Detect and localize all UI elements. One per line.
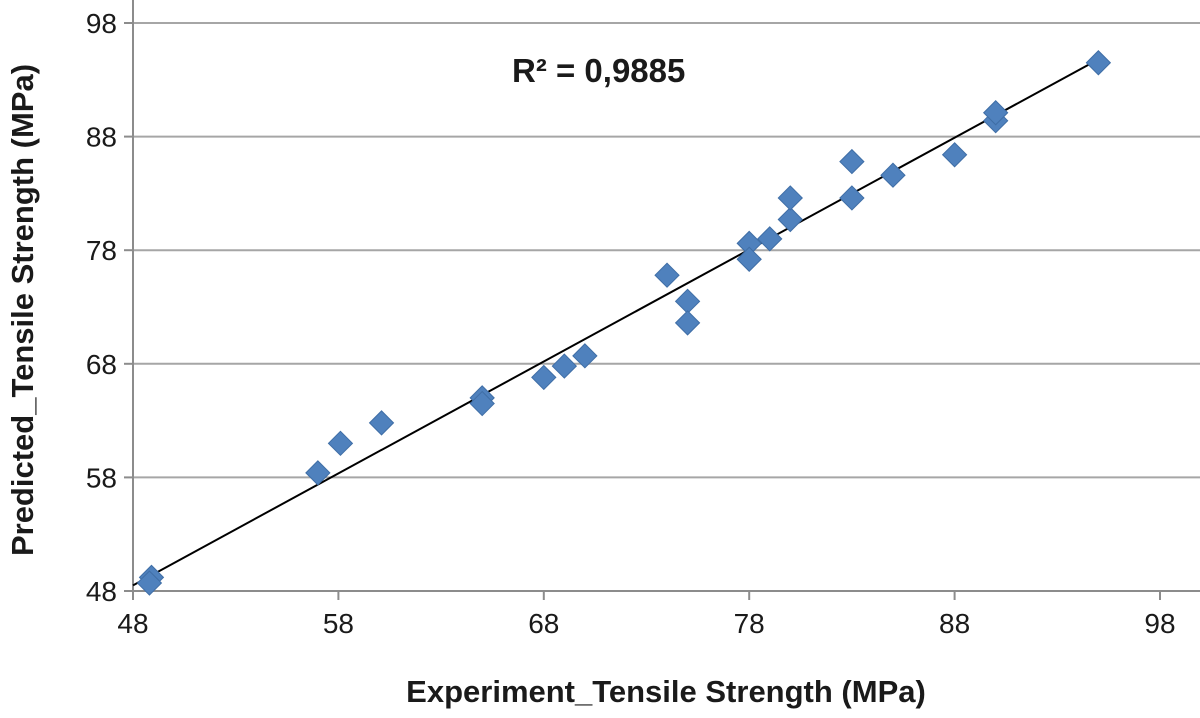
r-squared-annotation: R² = 0,9885: [512, 52, 685, 89]
y-tick-label: 98: [86, 8, 117, 39]
y-tick-label: 88: [86, 122, 117, 153]
y-axis-title: Predicted_Tensile Strength (MPa): [5, 64, 40, 556]
x-axis-title: Experiment_Tensile Strength (MPa): [406, 674, 926, 709]
data-point: [839, 185, 865, 211]
data-point: [674, 288, 701, 315]
data-point: [777, 185, 803, 211]
data-point: [368, 410, 395, 436]
gridlines: [133, 22, 1200, 479]
data-point: [531, 364, 557, 391]
data-point: [327, 430, 354, 457]
y-tick-label: 58: [86, 462, 117, 493]
data-point: [305, 460, 331, 486]
x-tick-label: 68: [528, 608, 559, 639]
data-point: [839, 148, 865, 175]
data-point: [880, 162, 906, 188]
data-point: [551, 353, 578, 379]
x-tick-label: 88: [939, 608, 970, 639]
data-point: [982, 100, 1009, 126]
data-point: [572, 343, 598, 369]
trendline: [132, 58, 1099, 587]
tick-labels: 48 58 68 78 88 98 48 58 68 78 88 98: [86, 8, 1176, 639]
x-tick-label: 58: [323, 608, 354, 639]
data-point: [469, 390, 495, 417]
x-tick-label: 78: [734, 608, 765, 639]
x-tick-label: 48: [117, 608, 148, 639]
data-point: [777, 206, 803, 233]
y-tick-label: 48: [86, 576, 117, 607]
data-point: [136, 570, 163, 596]
data-point: [654, 262, 680, 288]
data-point: [757, 226, 783, 252]
data-point: [1085, 50, 1112, 76]
data-points: [136, 50, 1112, 596]
trendline-group: [132, 58, 1099, 587]
data-point: [736, 246, 762, 272]
x-tick-label: 98: [1144, 608, 1175, 639]
y-tick-label: 68: [86, 349, 117, 380]
data-point: [941, 142, 968, 168]
y-tick-label: 78: [86, 235, 117, 266]
data-point: [674, 310, 701, 336]
axes: [124, 0, 1200, 600]
